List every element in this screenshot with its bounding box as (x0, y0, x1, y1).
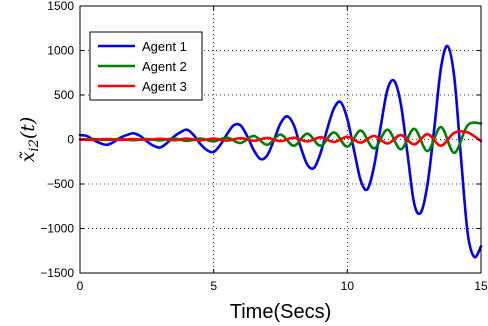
y-axis-label: x̃i2(t) (17, 117, 42, 163)
y-tick-label: 1500 (47, 0, 74, 13)
series-line-agent-1 (78, 44, 483, 259)
series-group (78, 44, 483, 259)
legend-label-agent-1: Agent 1 (142, 39, 187, 54)
legend-label-agent-2: Agent 2 (142, 59, 187, 74)
x-tick-label: 15 (474, 279, 488, 293)
y-axis-label-symbol: x̃ (17, 151, 39, 162)
series-line-agent-3 (78, 129, 483, 148)
x-axis-label: Time(Secs) (230, 301, 331, 323)
y-tick-label: 500 (54, 88, 74, 102)
x-tick-label: 0 (77, 279, 84, 293)
legend-label-agent-3: Agent 3 (142, 79, 187, 94)
tick-labels: 0 5 10 15 −1500 −1000 −500 0 500 1000 1500 (40, 0, 488, 293)
axis-ticks (79, 5, 482, 274)
y-tick-label: −500 (47, 177, 74, 191)
legend: Agent 1 Agent 2 Agent 3 (89, 31, 203, 101)
y-axis-label-arg: (t) (17, 117, 39, 139)
y-tick-label: 1000 (47, 44, 74, 58)
grid (80, 6, 481, 273)
y-tick-label: −1000 (40, 222, 74, 236)
y-tick-label: 0 (67, 133, 74, 147)
x-tick-label: 10 (341, 279, 355, 293)
x-tick-label: 5 (210, 279, 217, 293)
y-tick-label: −1500 (40, 266, 74, 280)
y-axis-label-subscript: i2 (27, 139, 42, 151)
